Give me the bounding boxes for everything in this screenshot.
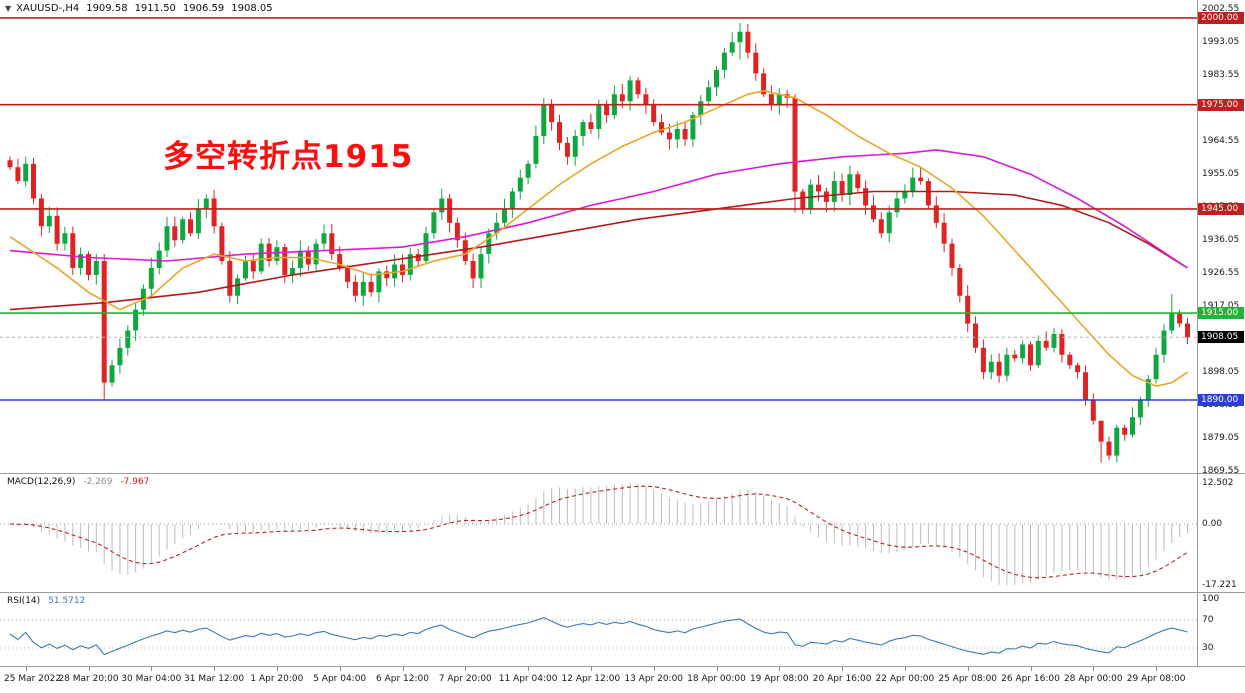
rsi-line [9,617,1188,656]
rsi-name: RSI(14) [7,596,41,606]
price-tick-label: 12.502 [1202,478,1234,488]
price-tick-label: 70 [1202,615,1214,625]
price-tag: 1945.00 [1198,202,1244,215]
time-tick-mark [214,667,216,671]
price-tick-label: 1869.55 [1202,466,1240,476]
price-tick-label: 1983.55 [1202,70,1240,80]
time-tick-label: 28 Mar 20:00 [58,674,119,684]
panel-separator[interactable] [0,666,1245,667]
price-tag: 1975.00 [1198,98,1244,111]
time-tick-mark [402,667,404,671]
price-tick-label: 100 [1202,594,1220,604]
time-tick-mark [276,667,278,671]
macd-panel[interactable]: MACD(12,26,9) -2.269 -7.967 [0,474,1197,592]
down-candle-wicks [9,24,1188,463]
time-tick-mark [967,667,969,671]
time-tick-label: 20 Apr 16:00 [812,674,872,684]
time-tick-mark [528,667,530,671]
time-tick-label: 11 Apr 04:00 [498,674,558,684]
price-tag: 1915.00 [1198,307,1244,320]
price-tag: 2000.00 [1198,11,1244,24]
time-tick-mark [653,667,655,671]
macd-signal-value: -7.967 [120,477,150,487]
price-tick-label: 1898.05 [1202,367,1240,377]
price-tick-label: 30 [1202,643,1214,653]
time-tick-label: 13 Apr 20:00 [624,674,684,684]
ma-medium-line [9,149,1188,269]
time-tick-label: 12 Apr 12:00 [561,674,621,684]
up-candle-wicks [25,23,1173,463]
time-tick-mark [842,667,844,671]
price-chart-canvas[interactable] [0,0,1197,473]
price-tick-label: 1936.05 [1202,235,1240,245]
time-tick-mark [88,667,90,671]
time-tick-mark [465,667,467,671]
price-tick-label: 1926.55 [1202,268,1240,278]
chart-annotation: 多空转折点1915 [163,139,414,175]
time-tick-mark [339,667,341,671]
up-candle-bodies [23,31,1175,456]
time-tick-mark [904,667,906,671]
price-tag: 1890.00 [1198,393,1244,406]
ohlc-high: 1911.50 [134,3,176,14]
price-tag: 1908.05 [1198,331,1244,344]
panel-separator[interactable] [0,473,1245,474]
time-tick-mark [779,667,781,671]
macd-signal-line [9,485,1188,579]
rsi-value: 51.5712 [48,596,86,606]
time-tick-mark [151,667,153,671]
ohlc-low: 1906.59 [182,3,225,14]
price-tick-label: 1993.05 [1202,37,1240,47]
macd-histogram [17,483,1188,585]
time-axis[interactable]: 25 Mar 2022 28 Mar 20:00 30 Mar 04:00 31 Ma… [0,667,1245,693]
symbol-timeframe-label: XAUUSD-,H4 [16,3,80,14]
price-tick-label: 1879.05 [1202,433,1240,443]
time-tick-label: 19 Apr 08:00 [749,674,809,684]
chart-header: ▼ XAUUSD-,H4 1909.58 1911.50 1906.59 190… [5,3,273,14]
time-tick-mark [590,667,592,671]
time-tick-label: 26 Apr 16:00 [1001,674,1060,684]
price-axis-border [1197,0,1198,666]
price-axis[interactable]: 2002.551993.051983.551974.051964.551955.… [1198,0,1245,666]
time-tick-label: 28 Apr 00:00 [1063,674,1123,684]
time-tick-label: 1 Apr 20:00 [250,674,304,684]
price-tick-label: 1955.05 [1202,169,1240,179]
time-tick-label: 22 Apr 00:00 [875,674,935,684]
price-tick-label: 1964.55 [1202,136,1240,146]
macd-label: MACD(12,26,9) -2.269 -7.967 [7,477,149,487]
time-tick-label: 5 Apr 04:00 [313,674,367,684]
time-tick-label: 25 Mar 2022 [4,674,62,684]
time-tick-label: 31 Mar 12:00 [184,674,245,684]
time-tick-mark [1156,667,1158,671]
time-tick-label: 6 Apr 12:00 [376,674,429,684]
macd-name: MACD(12,26,9) [7,477,76,487]
time-tick-label: 18 Apr 00:00 [687,674,746,684]
price-tick-label: -17.221 [1202,580,1237,590]
macd-main-value: -2.269 [83,477,113,487]
macd-canvas[interactable] [0,474,1197,592]
rsi-canvas[interactable] [0,593,1197,666]
time-tick-mark [25,667,27,671]
rsi-label: RSI(14) 51.5712 [7,596,85,606]
panel-separator[interactable] [0,592,1245,593]
time-tick-mark [1093,667,1095,671]
time-tick-label: 25 Apr 08:00 [938,674,998,684]
ohlc-open: 1909.58 [86,3,128,14]
time-tick-mark [1030,667,1032,671]
ohlc-close: 1908.05 [231,3,273,14]
down-candle-bodies [7,31,1190,456]
price-chart-panel[interactable]: ▼ XAUUSD-,H4 1909.58 1911.50 1906.59 190… [0,0,1197,473]
ma-fast-line [9,89,1188,387]
price-tick-label: 2002.55 [1202,4,1240,14]
time-tick-label: 30 Mar 04:00 [121,674,182,684]
time-tick-label: 29 Apr 08:00 [1126,674,1186,684]
rsi-panel[interactable]: RSI(14) 51.5712 [0,593,1197,666]
price-tick-label: 1917.05 [1202,301,1240,311]
time-tick-label: 7 Apr 20:00 [438,674,492,684]
price-tick-label: 0.00 [1202,519,1223,529]
chart-menu-icon[interactable]: ▼ [5,4,12,13]
time-tick-mark [716,667,718,671]
